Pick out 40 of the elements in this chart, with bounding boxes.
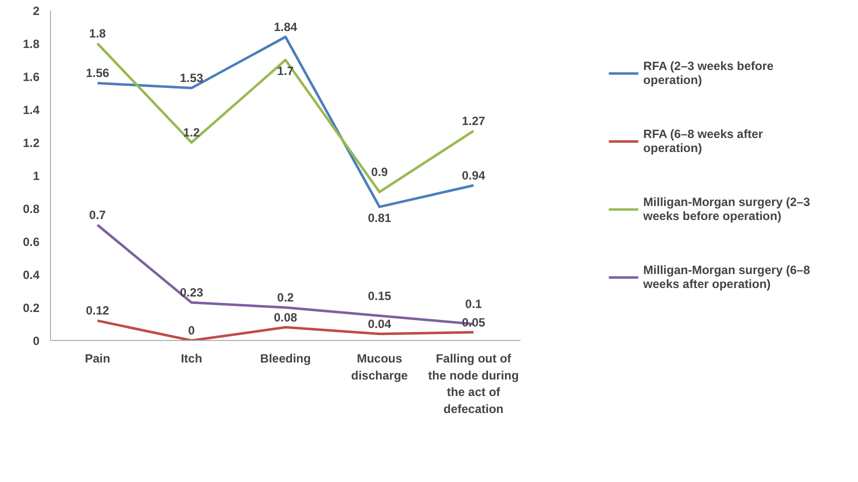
- data-label: 0.94: [462, 168, 486, 182]
- data-label: 0.9: [371, 165, 388, 179]
- data-label: 0.1: [465, 297, 482, 311]
- data-label: 0.7: [89, 208, 106, 222]
- data-label: 1.53: [180, 71, 204, 86]
- x-tick-label: Falling out of the node during the act of defecation: [428, 352, 519, 416]
- y-tick-label: 0.6: [22, 235, 40, 249]
- data-label: 0.15: [368, 288, 392, 303]
- y-tick-label: 1.8: [22, 37, 40, 51]
- data-label: 1.8: [89, 26, 106, 40]
- y-tick-label: 1.6: [22, 70, 40, 84]
- data-label: 1.2: [183, 126, 200, 140]
- data-label: 0.2: [277, 290, 294, 304]
- y-tick-label: 0.4: [22, 268, 40, 282]
- data-label: 0.08: [274, 310, 298, 324]
- data-label: 1.27: [462, 114, 486, 128]
- x-tick-label: Itch: [180, 352, 202, 366]
- data-label: 1.84: [274, 20, 298, 34]
- data-label: 0.05: [462, 315, 486, 330]
- data-label: 0.12: [86, 304, 110, 318]
- y-tick-label: 0: [32, 334, 40, 348]
- y-tick-label: 0.8: [22, 202, 40, 216]
- x-tick-label: Pain: [84, 352, 110, 366]
- x-tick-label: Mucous discharge: [351, 352, 408, 382]
- data-label: 0.04: [368, 316, 392, 331]
- y-tick-label: 2: [32, 4, 40, 18]
- y-tick-label: 1: [32, 169, 40, 183]
- data-label: 0: [188, 324, 196, 338]
- x-tick-label: Bleeding: [260, 352, 311, 366]
- data-label: 0.81: [368, 210, 392, 225]
- legend-label: RFA (6–8 weeks after operation): [643, 127, 763, 155]
- data-label: 0.23: [180, 286, 204, 300]
- y-tick-label: 1.2: [22, 136, 40, 150]
- y-tick-label: 0.2: [22, 301, 40, 315]
- legend-label: Milligan-Morgan surgery (6–8 weeks after operation): [643, 263, 810, 291]
- data-label: 1.7: [277, 64, 294, 78]
- y-tick-label: 1.4: [22, 103, 40, 117]
- data-label: 1.56: [86, 66, 110, 80]
- legend-label: RFA (2–3 weeks before operation): [643, 59, 774, 87]
- legend-label: Milligan-Morgan surgery (2–3 weeks before operation): [643, 195, 810, 223]
